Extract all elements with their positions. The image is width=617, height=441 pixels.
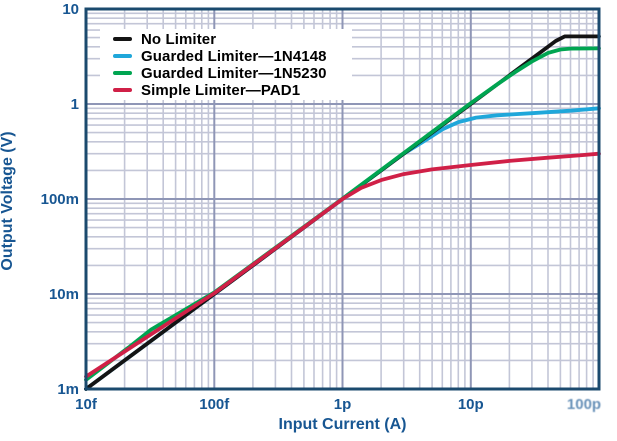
x-axis-title: Input Current (A)	[278, 416, 407, 433]
x-tick-label-100p: 100p	[567, 396, 601, 413]
legend-label: No Limiter	[141, 30, 217, 48]
y-tick-label-1: 1	[71, 96, 79, 113]
legend-swatch-icon	[113, 53, 132, 59]
y-tick-label-10m: 10m	[49, 286, 79, 303]
series-line-2	[84, 46, 601, 382]
legend-swatch-icon	[113, 36, 132, 42]
legend-item-1: Guarded Limiter—1N4148	[100, 47, 352, 65]
y-tick-label-100m: 100m	[41, 191, 79, 208]
x-tick-label-10f: 10f	[75, 396, 98, 413]
legend-label: Guarded Limiter—1N4148	[141, 47, 327, 65]
legend-item-2: Guarded Limiter—1N5230	[100, 64, 352, 82]
legend-item-3: Simple Limiter—PAD1	[100, 81, 352, 99]
legend-swatch-icon	[113, 87, 132, 93]
legend-item-0: No Limiter	[100, 30, 352, 48]
x-tick-label-1p: 1p	[334, 396, 352, 413]
y-tick-label-10: 10	[62, 1, 79, 18]
series-line-3	[84, 151, 601, 379]
legend: No Limiter Guarded Limiter—1N4148 Guarded …	[100, 29, 352, 100]
legend-label: Guarded Limiter—1N5230	[141, 64, 327, 82]
legend-label: Simple Limiter—PAD1	[141, 81, 301, 99]
legend-swatch-icon	[113, 70, 132, 76]
x-tick-label-10p: 10p	[458, 396, 484, 413]
y-tick-label-1m: 1m	[57, 381, 79, 398]
plot-frame	[84, 7, 601, 391]
y-axis-title: Output Voltage (V)	[0, 131, 16, 271]
x-tick-label-100f: 100f	[199, 396, 230, 413]
